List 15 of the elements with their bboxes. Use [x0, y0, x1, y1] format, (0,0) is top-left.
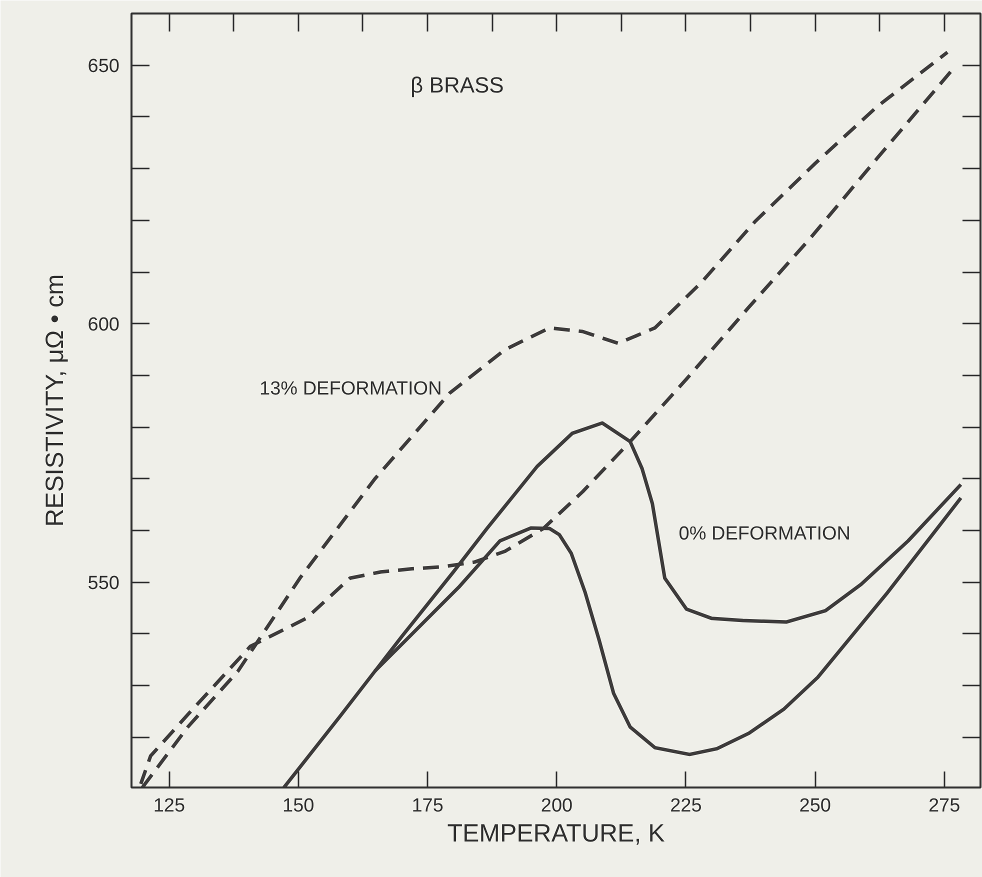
y-tick-label: 600: [88, 314, 120, 336]
x-tick-label: 200: [540, 796, 573, 816]
x-tick-label: 275: [928, 796, 960, 816]
x-tick-label: 150: [282, 796, 314, 816]
x-axis-title: TEMPERATURE, K: [447, 820, 666, 848]
series-label: 0% DEFORMATION: [678, 524, 850, 545]
x-tick-label: 125: [153, 796, 186, 816]
x-tick-label: 250: [799, 796, 831, 816]
y-axis-title: RESISTIVITY, μΩ • cm: [40, 274, 69, 527]
annotation: β BRASS: [410, 72, 504, 98]
x-tick-label: 175: [412, 796, 444, 816]
y-tick-label: 550: [88, 573, 120, 594]
y-tick-label: 650: [88, 56, 120, 78]
series-label: 13% DEFORMATION: [260, 378, 442, 400]
x-tick-label: 225: [670, 796, 702, 816]
